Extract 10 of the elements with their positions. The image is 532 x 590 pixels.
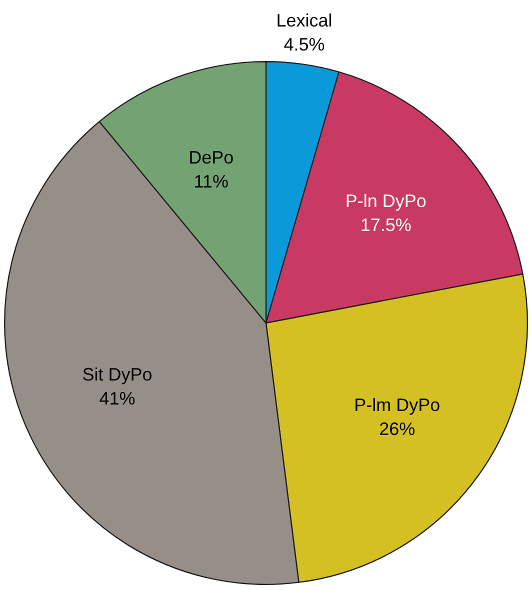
data-label: 11% (194, 171, 228, 192)
slice-label: Sit DyPo (82, 364, 152, 384)
slice-label: P-ln DyPo (345, 190, 426, 211)
slice-label: Lexical (276, 10, 332, 30)
data-label: 26% (379, 419, 416, 440)
slice-label: DePo (188, 147, 234, 168)
data-label: 41% (99, 388, 136, 408)
data-label: 17.5% (360, 214, 412, 235)
slice-label: P-lm DyPo (354, 395, 440, 416)
data-label: 4.5% (284, 34, 325, 54)
